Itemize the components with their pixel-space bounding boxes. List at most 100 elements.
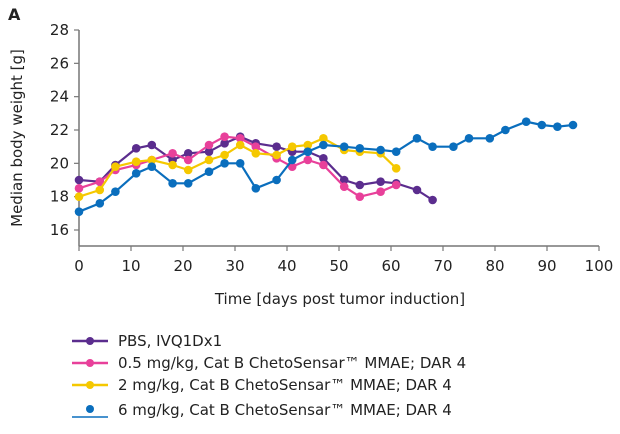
legend-label: 6 mg/kg, Cat B ChetoSensar™ MMAE; DAR 4 — [118, 401, 452, 419]
data-point — [147, 140, 157, 150]
data-point — [568, 120, 578, 130]
data-point — [251, 184, 261, 193]
x-tick-label: 40 — [277, 257, 296, 275]
legend: PBS, IVQ1Dx1 0.5 mg/kg, Cat B ChetoSensar… — [72, 332, 466, 419]
data-point — [339, 182, 349, 191]
data-point — [376, 145, 385, 155]
x-tick-label: 70 — [433, 257, 452, 275]
legend-marker — [86, 381, 94, 389]
data-point — [287, 155, 297, 165]
data-point — [183, 179, 193, 188]
x-tick-label: 20 — [173, 257, 192, 275]
data-point — [303, 155, 313, 165]
data-point — [537, 120, 547, 130]
data-point — [412, 134, 422, 143]
data-point — [485, 134, 495, 143]
x-axis-label: Time [days post tumor induction] — [214, 290, 465, 308]
y-tick-label: 28 — [50, 21, 69, 39]
data-point — [220, 132, 229, 141]
data-point — [168, 160, 177, 170]
data-point — [272, 175, 281, 185]
y-tick-label: 16 — [50, 221, 69, 239]
data-point — [204, 155, 214, 165]
legend-item: 0.5 mg/kg, Cat B ChetoSensar™ MMAE; DAR … — [72, 354, 466, 372]
y-tick-label: 24 — [50, 88, 69, 106]
data-point — [95, 177, 105, 186]
legend-marker — [86, 405, 94, 413]
data-point — [95, 199, 105, 208]
x-tick-label: 80 — [485, 257, 504, 275]
data-point — [131, 169, 141, 178]
data-point — [251, 142, 261, 151]
data-point — [521, 117, 531, 126]
legend-label: 0.5 mg/kg, Cat B ChetoSensar™ MMAE; DAR … — [118, 354, 466, 372]
data-point — [272, 150, 281, 160]
y-axis-label: Median body weight [g] — [8, 49, 26, 227]
data-point — [501, 125, 510, 135]
data-point — [235, 159, 245, 168]
data-point — [183, 155, 193, 165]
data-point — [355, 180, 365, 190]
data-point — [251, 149, 261, 158]
x-tick-label: 0 — [74, 257, 84, 275]
data-point — [412, 185, 422, 195]
series-3 — [74, 117, 578, 216]
x-tick-label: 90 — [537, 257, 556, 275]
data-point — [391, 164, 401, 173]
legend-label: PBS, IVQ1Dx1 — [118, 332, 222, 350]
legend-marker — [86, 337, 94, 345]
data-point — [428, 142, 437, 151]
x-tick-label: 60 — [381, 257, 400, 275]
data-point — [376, 187, 385, 196]
data-point — [391, 147, 401, 156]
data-point — [553, 122, 562, 131]
y-tick-label: 26 — [50, 54, 69, 72]
data-point — [319, 160, 328, 170]
data-point — [168, 179, 177, 188]
data-point — [355, 192, 365, 201]
data-point — [204, 167, 214, 176]
data-point — [319, 134, 328, 143]
x-tick-label: 10 — [121, 257, 140, 275]
data-point — [376, 177, 385, 186]
data-point — [147, 162, 157, 171]
panel-label: A — [8, 5, 21, 24]
data-point — [183, 165, 193, 175]
data-point — [339, 142, 349, 151]
legend-item: 2 mg/kg, Cat B ChetoSensar™ MMAE; DAR 4 — [72, 376, 452, 394]
data-point — [287, 142, 297, 151]
data-point — [355, 144, 365, 153]
data-point — [319, 140, 328, 150]
legend-label: 2 mg/kg, Cat B ChetoSensar™ MMAE; DAR 4 — [118, 376, 452, 394]
data-point — [235, 140, 245, 150]
y-tick-label: 18 — [50, 188, 69, 206]
data-point — [428, 195, 437, 205]
data-point — [319, 154, 328, 163]
axes: 16 18 20 22 24 26 28 0 10 20 30 40 50 60 70 80 90 100 — [50, 21, 613, 275]
data-point — [95, 185, 105, 195]
data-point — [220, 150, 229, 160]
data-point — [147, 155, 157, 165]
data-point — [74, 192, 84, 201]
data-point — [131, 157, 141, 166]
data-point — [74, 207, 84, 216]
data-point — [235, 134, 245, 143]
data-point — [449, 142, 458, 151]
data-point — [111, 162, 120, 171]
data-point — [74, 175, 84, 185]
data-point — [131, 144, 141, 153]
data-point — [204, 147, 214, 156]
data-point — [74, 184, 84, 193]
series-group — [74, 117, 578, 216]
legend-marker — [86, 359, 94, 367]
x-tick-label: 30 — [225, 257, 244, 275]
y-tick-label: 22 — [50, 121, 69, 139]
data-point — [391, 180, 401, 190]
legend-item: 6 mg/kg, Cat B ChetoSensar™ MMAE; DAR 4 — [72, 401, 452, 419]
data-point — [464, 134, 474, 143]
x-tick-label: 100 — [585, 257, 614, 275]
data-point — [204, 140, 214, 150]
x-tick-label: 50 — [329, 257, 348, 275]
data-point — [220, 139, 229, 148]
